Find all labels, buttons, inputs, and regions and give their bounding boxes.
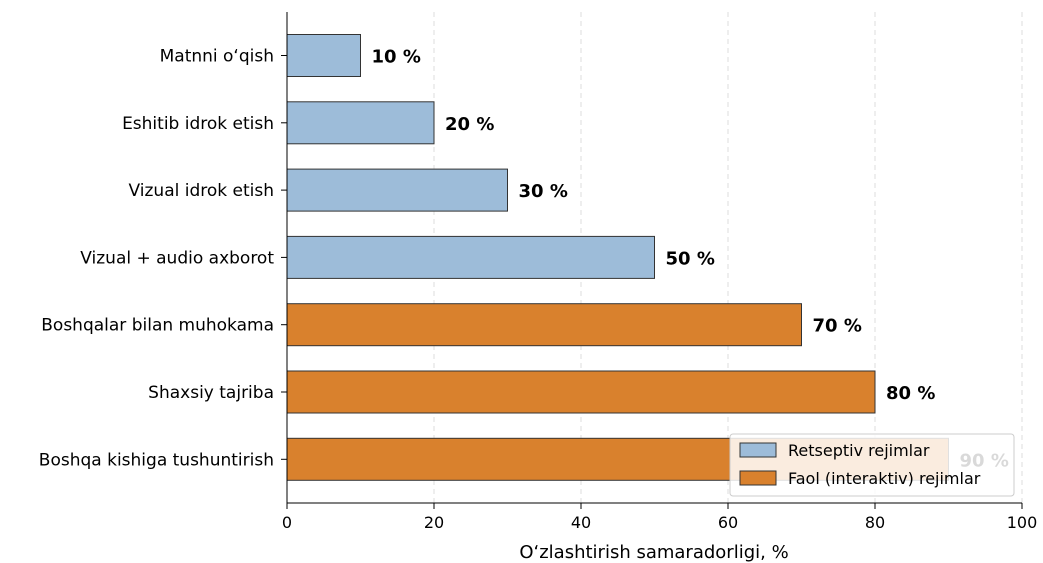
x-tick-label: 20 — [424, 513, 444, 532]
bar — [286, 34, 361, 77]
category-label: Vizual idrok etish — [129, 181, 274, 201]
x-tick-label: 80 — [865, 513, 885, 532]
x-tick-label: 0 — [282, 513, 292, 532]
category-label: Matnni o‘qish — [160, 47, 274, 67]
x-axis-title: O‘zlashtirish samaradorligi, % — [519, 542, 788, 563]
x-tick-label: 60 — [718, 513, 738, 532]
legend-label-faol: Faol (interaktiv) rejimlar — [788, 469, 981, 488]
x-tick-label: 100 — [1007, 513, 1038, 532]
x-tick-label: 40 — [571, 513, 591, 532]
legend-label-retseptiv: Retseptiv rejimlar — [788, 441, 930, 460]
legend-frame — [729, 433, 1015, 497]
category-labels: Matnni o‘qish Eshitib idrok etish Vizual i… — [39, 47, 287, 470]
bar — [286, 303, 802, 347]
value-label: 30 % — [519, 181, 568, 202]
value-label: 50 % — [666, 248, 715, 269]
category-label: Boshqa kishiga tushuntirish — [39, 450, 274, 470]
x-ticks: 0 20 40 60 80 100 — [282, 503, 1037, 532]
value-label: 80 % — [886, 383, 935, 404]
category-label: Boshqalar bilan muhokama — [41, 316, 274, 336]
legend-swatch-faol — [739, 470, 777, 486]
value-label: 10 % — [372, 47, 421, 68]
legend-swatch-retseptiv — [739, 442, 777, 458]
bar — [286, 101, 435, 145]
grid-lines — [433, 12, 1023, 503]
value-label: 70 % — [813, 316, 862, 337]
bar — [286, 370, 876, 414]
category-label: Shaxsiy tajriba — [148, 383, 274, 403]
bar — [286, 168, 508, 212]
category-label: Vizual + audio axborot — [80, 248, 274, 268]
bars — [286, 34, 949, 481]
legend: Retseptiv rejimlar Faol (interaktiv) rej… — [729, 433, 1015, 497]
category-label: Eshitib idrok etish — [122, 114, 274, 134]
value-label: 20 % — [445, 114, 494, 135]
value-labels: 10 %20 %30 %50 %70 %80 %90 % — [372, 47, 1009, 472]
bar — [286, 235, 655, 279]
